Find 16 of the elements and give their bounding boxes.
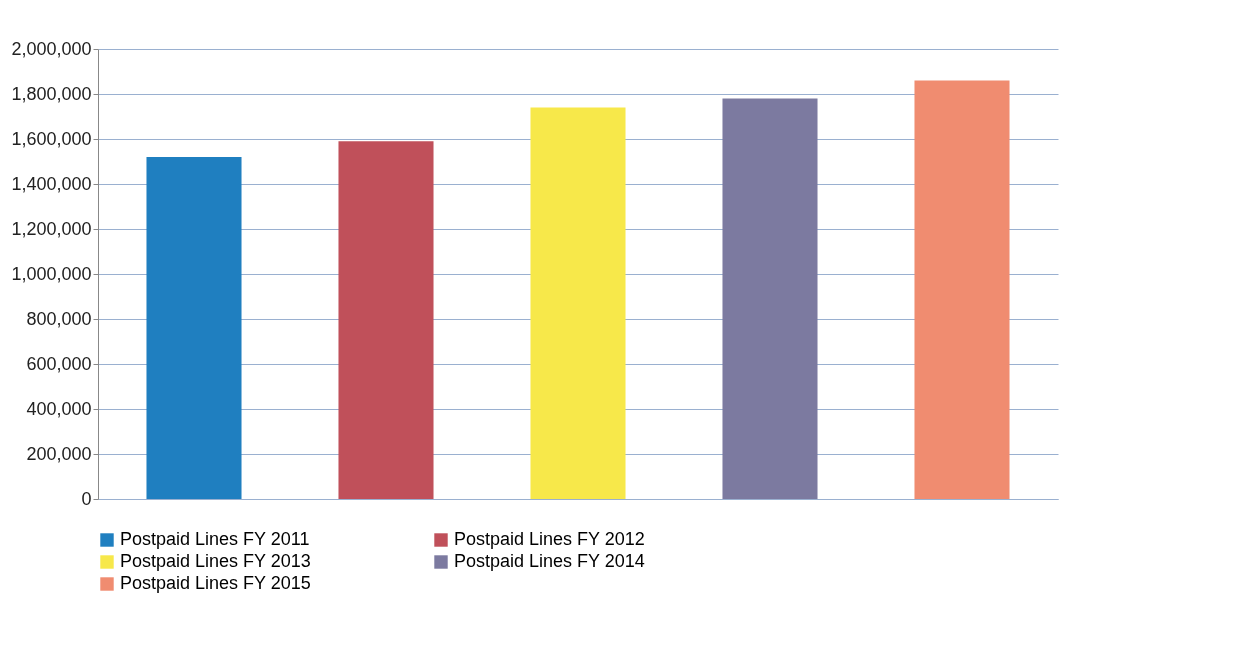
legend-label: Postpaid Lines FY 2014 xyxy=(454,551,645,571)
y-tick-label: 1,800,000 xyxy=(11,83,92,104)
y-tick-label: 600,000 xyxy=(26,353,92,374)
y-tick-label: 800,000 xyxy=(26,308,92,329)
y-tick-label: 0 xyxy=(81,488,92,509)
y-tick-label: 200,000 xyxy=(26,443,92,464)
y-tick-label: 1,400,000 xyxy=(11,173,92,194)
y-tick-label: 1,200,000 xyxy=(11,218,92,239)
legend-label: Postpaid Lines FY 2015 xyxy=(120,573,311,593)
legend-label: Postpaid Lines FY 2013 xyxy=(120,551,311,571)
y-tick-label: 2,000,000 xyxy=(11,38,92,59)
legend-label: Postpaid Lines FY 2011 xyxy=(120,529,310,549)
y-tick-label: 1,600,000 xyxy=(11,128,92,149)
legend-label: Postpaid Lines FY 2012 xyxy=(454,529,645,549)
y-tick-label: 400,000 xyxy=(26,398,92,419)
y-tick-label: 1,000,000 xyxy=(11,263,92,284)
